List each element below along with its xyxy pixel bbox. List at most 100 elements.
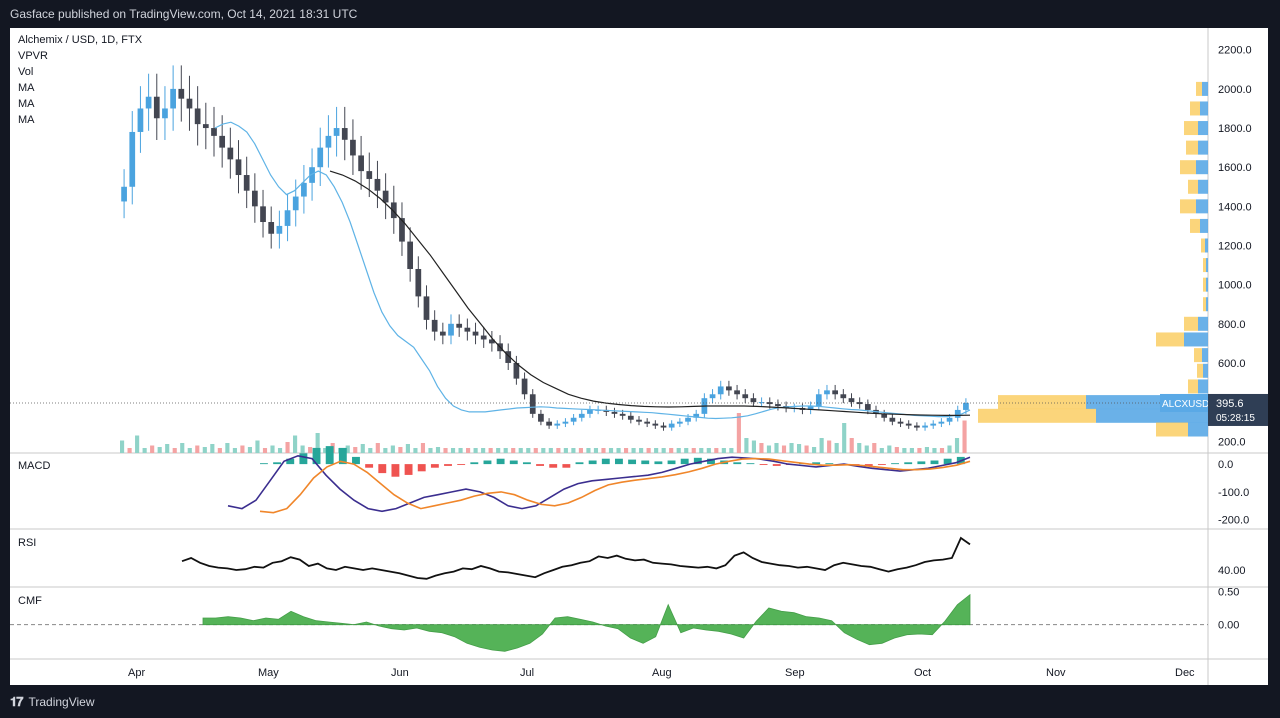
candle-body [350, 139, 356, 156]
price-tick-label: 1600.0 [1218, 162, 1252, 174]
volume-bar [180, 443, 185, 453]
macd-histogram-bar [654, 461, 663, 465]
macd-histogram-bar [588, 460, 597, 465]
candle-body [742, 394, 749, 399]
volume-bar [481, 448, 486, 453]
candle-body [693, 413, 700, 418]
macd-histogram-bar [312, 447, 321, 465]
volume-bar [812, 447, 817, 453]
tradingview-brand[interactable]: 𝟏𝟕 TradingView [10, 694, 95, 710]
vpvr-bar-up [1198, 316, 1208, 331]
macd-histogram-bar [812, 462, 821, 465]
cmf-tick-label: 0.50 [1218, 586, 1239, 598]
candle-body [668, 423, 675, 428]
vpvr-bar-up [1198, 379, 1208, 394]
vpvr-bar-up [1198, 121, 1208, 136]
volume-bar [827, 440, 832, 453]
time-tick-label: Aug [652, 667, 672, 679]
volume-bar [458, 448, 463, 453]
macd-histogram-bar [917, 461, 926, 465]
macd-histogram-bar [733, 462, 742, 465]
candle-body [529, 394, 536, 414]
volume-bar [150, 445, 155, 453]
volume-bar [225, 443, 230, 453]
candle-body [758, 402, 765, 404]
volume-bar [247, 447, 253, 453]
volume-bar [375, 443, 380, 453]
volume-bar [849, 438, 854, 453]
volume-bar [924, 447, 930, 453]
candle-body [202, 124, 209, 129]
volume-bar [195, 445, 200, 453]
volume-bar [729, 448, 734, 453]
candle-body [423, 296, 430, 320]
volume-bar [443, 448, 448, 453]
volume-bar [473, 448, 478, 453]
macd-histogram-bar [496, 458, 505, 465]
volume-bar [413, 448, 418, 453]
volume-bar [293, 435, 298, 453]
candle-body [930, 423, 937, 426]
candle-body [268, 222, 275, 234]
vpvr-bar-up [1196, 199, 1208, 214]
time-tick-label: Jun [391, 667, 409, 679]
candle-body [407, 241, 414, 269]
candle-body [137, 108, 144, 132]
cmf-title: CMF [18, 595, 42, 607]
volume-bar [300, 445, 305, 453]
macd-histogram-bar [877, 464, 886, 466]
candle-body [554, 423, 561, 426]
vpvr-bar-up [1188, 422, 1208, 437]
macd-histogram-bar [509, 460, 518, 465]
candle-body [709, 394, 716, 399]
volume-bar [669, 448, 674, 453]
volume-bar [450, 448, 456, 453]
candle-body [963, 402, 969, 410]
candle-body [292, 196, 299, 211]
candle-body [243, 175, 250, 191]
volume-bar [857, 443, 862, 453]
macd-histogram-bar [536, 464, 544, 466]
macd-histogram-bar [522, 462, 531, 465]
volume-bar [661, 448, 666, 453]
volume-bar [872, 443, 877, 453]
last-price-label: 395.6 [1216, 398, 1244, 410]
vpvr-bar-down [1180, 199, 1196, 214]
candle-body [521, 378, 528, 395]
price-tick-label: 800.0 [1218, 319, 1246, 331]
symbol-tag: ALCXUSD [1162, 399, 1209, 410]
vpvr-bar-up [1206, 297, 1208, 312]
macd-histogram-bar [470, 462, 479, 465]
volume-bar [902, 448, 907, 453]
candle-body [317, 147, 324, 168]
volume-bar [435, 447, 441, 453]
vpvr-bar-down [1194, 348, 1202, 363]
macd-histogram-bar [825, 463, 834, 465]
volume-bar [533, 448, 538, 453]
candle-body [178, 88, 185, 99]
candle-body [170, 88, 176, 109]
candle-body [889, 417, 896, 422]
volume-bar [954, 438, 960, 453]
price-tick-label: 1200.0 [1218, 241, 1252, 253]
volume-bar [217, 448, 222, 453]
volume-bar [405, 444, 410, 453]
candle-body [439, 331, 446, 336]
macd-signal-line [259, 457, 971, 514]
candle-body [750, 398, 757, 403]
volume-bar [232, 448, 237, 453]
macd-histogram-bar [378, 464, 387, 474]
macd-histogram-bar [904, 462, 913, 465]
macd-title: MACD [18, 460, 50, 472]
macd-histogram-bar [457, 464, 466, 466]
volume-bar [541, 448, 546, 453]
time-tick-label: Jul [520, 667, 534, 679]
vpvr-bar-up [1206, 277, 1208, 292]
candle-body [864, 404, 871, 410]
candle-body [905, 423, 912, 426]
macd-histogram-bar [575, 462, 584, 465]
vpvr-bar-down [1186, 140, 1198, 155]
candle-body [260, 206, 266, 223]
volume-bar [556, 448, 561, 453]
candle-body [121, 186, 127, 202]
